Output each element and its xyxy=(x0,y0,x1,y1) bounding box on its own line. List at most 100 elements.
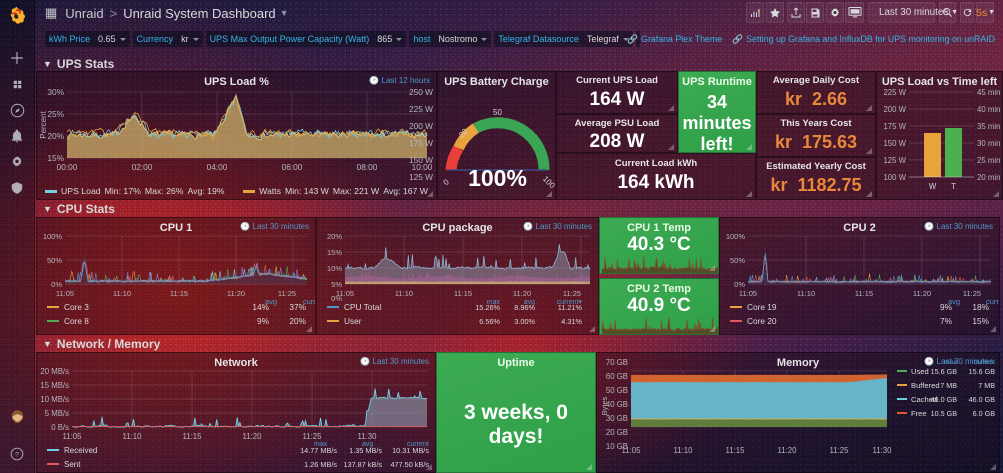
svg-text:4.31%: 4.31% xyxy=(561,317,582,326)
svg-text:11:10: 11:10 xyxy=(113,289,131,298)
svg-text:15%: 15% xyxy=(972,316,989,326)
svg-text:Core 3: Core 3 xyxy=(64,302,89,312)
svg-text:Core 20: Core 20 xyxy=(747,316,777,326)
svg-text:Free: Free xyxy=(911,409,927,418)
svg-text:100: 100 xyxy=(541,174,556,190)
svg-text:11:05: 11:05 xyxy=(63,432,83,441)
svg-text:40 min: 40 min xyxy=(977,105,1000,114)
svg-text:10%: 10% xyxy=(327,264,342,273)
svg-text:11:10: 11:10 xyxy=(123,432,143,441)
svg-text:100%: 100% xyxy=(726,232,746,241)
svg-text:00:00: 00:00 xyxy=(57,162,78,172)
svg-text:100%: 100% xyxy=(43,232,63,241)
svg-text:W: W xyxy=(929,182,937,191)
svg-text:15.6 GB: 15.6 GB xyxy=(931,367,958,376)
svg-text:11:15: 11:15 xyxy=(454,289,472,298)
svg-text:7 MB: 7 MB xyxy=(978,381,995,390)
svg-text:50%: 50% xyxy=(47,256,62,265)
svg-text:14%: 14% xyxy=(252,302,269,312)
svg-text:11:25: 11:25 xyxy=(303,432,323,441)
svg-text:11:10: 11:10 xyxy=(797,289,815,298)
svg-text:0%: 0% xyxy=(51,280,62,289)
svg-text:100%: 100% xyxy=(468,165,527,191)
svg-text:25 min: 25 min xyxy=(977,156,1000,165)
svg-text:T: T xyxy=(951,182,956,191)
svg-text:11:10: 11:10 xyxy=(674,446,694,455)
svg-text:50%: 50% xyxy=(730,256,745,265)
svg-text:Core 8: Core 8 xyxy=(64,316,89,326)
svg-text:175 W: 175 W xyxy=(883,122,906,131)
svg-text:137.87 kB/s: 137.87 kB/s xyxy=(343,460,382,469)
svg-text:Bytes: Bytes xyxy=(600,396,609,415)
svg-text:15.26%: 15.26% xyxy=(475,303,500,312)
svg-text:175 W: 175 W xyxy=(409,138,433,148)
svg-text:150 W: 150 W xyxy=(883,139,906,148)
svg-text:11:10: 11:10 xyxy=(395,289,413,298)
svg-text:5 MB/s: 5 MB/s xyxy=(45,409,69,418)
svg-text:7%: 7% xyxy=(940,316,953,326)
svg-text:11:20: 11:20 xyxy=(913,289,931,298)
svg-text:40 GB: 40 GB xyxy=(606,400,628,409)
svg-text:11:25: 11:25 xyxy=(830,446,850,455)
svg-text:08:00: 08:00 xyxy=(357,162,378,172)
svg-text:15%: 15% xyxy=(327,248,342,257)
svg-text:11:15: 11:15 xyxy=(855,289,873,298)
svg-text:11:05: 11:05 xyxy=(622,446,642,455)
svg-text:11:25: 11:25 xyxy=(278,289,296,298)
svg-text:225 W: 225 W xyxy=(409,104,433,114)
svg-text:Percent: Percent xyxy=(39,110,48,138)
svg-text:30%: 30% xyxy=(47,87,64,97)
svg-text:8.96%: 8.96% xyxy=(514,303,535,312)
svg-text:18%: 18% xyxy=(972,302,989,312)
svg-text:20%: 20% xyxy=(47,131,64,141)
svg-text:11:05: 11:05 xyxy=(56,289,74,298)
svg-text:Received: Received xyxy=(64,446,97,455)
svg-text:11:05: 11:05 xyxy=(336,289,354,298)
svg-text:7 MB: 7 MB xyxy=(940,381,957,390)
svg-text:45 min: 45 min xyxy=(977,88,1000,97)
svg-text:70 GB: 70 GB xyxy=(606,358,628,367)
svg-text:Sent: Sent xyxy=(64,460,81,469)
svg-text:20 MB/s: 20 MB/s xyxy=(40,367,69,376)
svg-text:20 GB: 20 GB xyxy=(606,428,628,437)
svg-text:3.00%: 3.00% xyxy=(514,317,535,326)
svg-text:06:00: 06:00 xyxy=(282,162,303,172)
svg-text:11:05: 11:05 xyxy=(739,289,757,298)
svg-text:25%: 25% xyxy=(47,109,64,119)
svg-text:200 W: 200 W xyxy=(883,105,906,114)
svg-text:11:15: 11:15 xyxy=(183,432,203,441)
svg-text:Buffered: Buffered xyxy=(911,381,940,390)
svg-text:46.0 GB: 46.0 GB xyxy=(969,395,996,404)
svg-text:20%: 20% xyxy=(289,316,306,326)
svg-text:11:15: 11:15 xyxy=(170,289,188,298)
svg-text:0 B/s: 0 B/s xyxy=(51,423,69,432)
svg-text:20 min: 20 min xyxy=(977,173,1000,182)
svg-text:11:25: 11:25 xyxy=(563,289,581,298)
svg-text:11:20: 11:20 xyxy=(243,432,263,441)
svg-text:10.31 MB/s: 10.31 MB/s xyxy=(392,446,429,455)
svg-text:1.26 MB/s: 1.26 MB/s xyxy=(304,460,337,469)
svg-text:11:20: 11:20 xyxy=(778,446,798,455)
svg-text:60 GB: 60 GB xyxy=(606,372,628,381)
svg-text:50 GB: 50 GB xyxy=(606,386,628,395)
svg-text:11:15: 11:15 xyxy=(726,446,746,455)
svg-text:0%: 0% xyxy=(734,280,745,289)
svg-text:11.21%: 11.21% xyxy=(558,303,583,312)
svg-text:04:00: 04:00 xyxy=(207,162,228,172)
svg-text:11:30: 11:30 xyxy=(873,446,893,455)
svg-text:6.56%: 6.56% xyxy=(479,317,500,326)
svg-text:125 W: 125 W xyxy=(409,172,433,182)
svg-text:46.0 GB: 46.0 GB xyxy=(931,395,958,404)
svg-text:37%: 37% xyxy=(289,302,306,312)
svg-text:User: User xyxy=(344,316,362,326)
svg-text:14.77 MB/s: 14.77 MB/s xyxy=(300,446,337,455)
svg-text:15.6 GB: 15.6 GB xyxy=(969,367,996,376)
svg-text:100 W: 100 W xyxy=(883,173,906,182)
svg-text:225 W: 225 W xyxy=(883,88,906,97)
svg-text:CPU Total: CPU Total xyxy=(344,302,381,312)
svg-text:150 W: 150 W xyxy=(409,155,433,165)
svg-text:11:30: 11:30 xyxy=(358,432,378,441)
svg-text:30 GB: 30 GB xyxy=(606,414,628,423)
svg-text:11:25: 11:25 xyxy=(963,289,981,298)
svg-text:30 min: 30 min xyxy=(977,139,1000,148)
